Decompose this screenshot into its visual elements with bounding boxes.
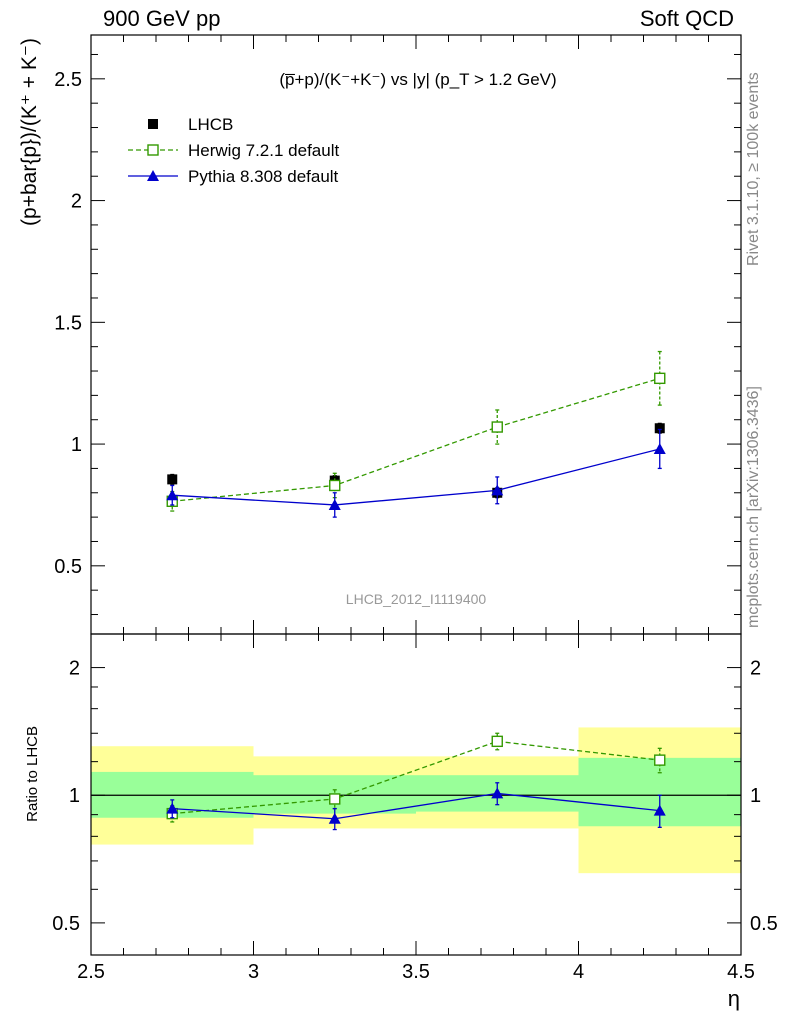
x-tick-label: 4 <box>573 961 584 983</box>
main-data-point <box>653 442 666 454</box>
ratio-y-tick-label-right: 1 <box>750 785 761 807</box>
ratio-y-tick-label-right: 2 <box>750 658 761 680</box>
main-data-point <box>654 372 666 385</box>
ratio-plot-panel: 2.5 3 3.5 4 4.5 η 0.5 0.5 1 1 2 2 Ratio to LHCB <box>24 633 778 1011</box>
analysis-watermark: LHCB_2012_I1119400 <box>346 591 487 607</box>
main-series-line-1 <box>172 377 660 502</box>
legend-label-0: LHCB <box>188 115 233 134</box>
y-tick-label: 1 <box>71 434 82 456</box>
ratio-y-axis-label: Ratio to LHCB <box>24 726 41 822</box>
ratio-data-point <box>653 804 666 816</box>
legend-label-1: Herwig 7.2.1 default <box>188 141 339 160</box>
legend-label-2: Pythia 8.308 default <box>188 167 339 186</box>
plot-title: (p̅+p)/(K⁻+K⁻) vs |y| (p_T > 1.2 GeV) <box>279 70 556 89</box>
header-right-label: Soft QCD <box>639 6 734 31</box>
y-axis-label: (p+bar{p})/(K⁺ + K⁻) <box>18 38 41 226</box>
main-data-point <box>167 474 178 485</box>
ratio-data-point <box>328 812 341 824</box>
main-data-point <box>491 421 503 433</box>
x-axis-label: η <box>728 986 740 1011</box>
main-data-point <box>654 423 665 434</box>
ratio-y-tick-label-left: 1 <box>69 785 80 807</box>
main-series-line-2 <box>172 448 660 506</box>
header-left-label: 900 GeV pp <box>103 6 221 31</box>
legend-marker-2 <box>147 170 159 181</box>
y-tick-label: 1.5 <box>54 312 82 334</box>
x-tick-label: 3 <box>248 961 259 983</box>
main-data-point <box>491 484 504 496</box>
ratio-data-point <box>654 754 666 766</box>
x-tick-label: 4.5 <box>727 961 755 983</box>
y-tick-label: 2.5 <box>54 69 82 91</box>
ratio-y-tick-label-left: 0.5 <box>52 913 80 935</box>
ratio-data-point <box>166 802 179 814</box>
main-data-point <box>329 479 341 492</box>
legend-marker-1 <box>147 144 159 156</box>
ratio-data-point <box>491 735 503 748</box>
ratio-data-point <box>491 787 504 799</box>
main-data-point <box>166 489 179 501</box>
ratio-series-line-0 <box>172 740 660 815</box>
x-tick-label: 3.5 <box>402 961 430 983</box>
legend-marker-0 <box>148 119 158 129</box>
main-plot-panel: 0.5 1 1.5 2 2.5 (p+bar{p})/(K⁺ + K⁻) (p̅+p)/(K… <box>18 34 742 635</box>
ratio-series-line-1 <box>172 792 660 820</box>
ratio-data-point <box>329 793 341 805</box>
main-data-point <box>328 498 341 510</box>
x-tick-label: 2.5 <box>77 961 105 983</box>
y-tick-label: 0.5 <box>54 556 82 578</box>
ratio-y-tick-label-right: 0.5 <box>750 913 778 935</box>
ratio-y-tick-label-left: 2 <box>69 658 80 680</box>
y-tick-label: 2 <box>71 191 82 213</box>
